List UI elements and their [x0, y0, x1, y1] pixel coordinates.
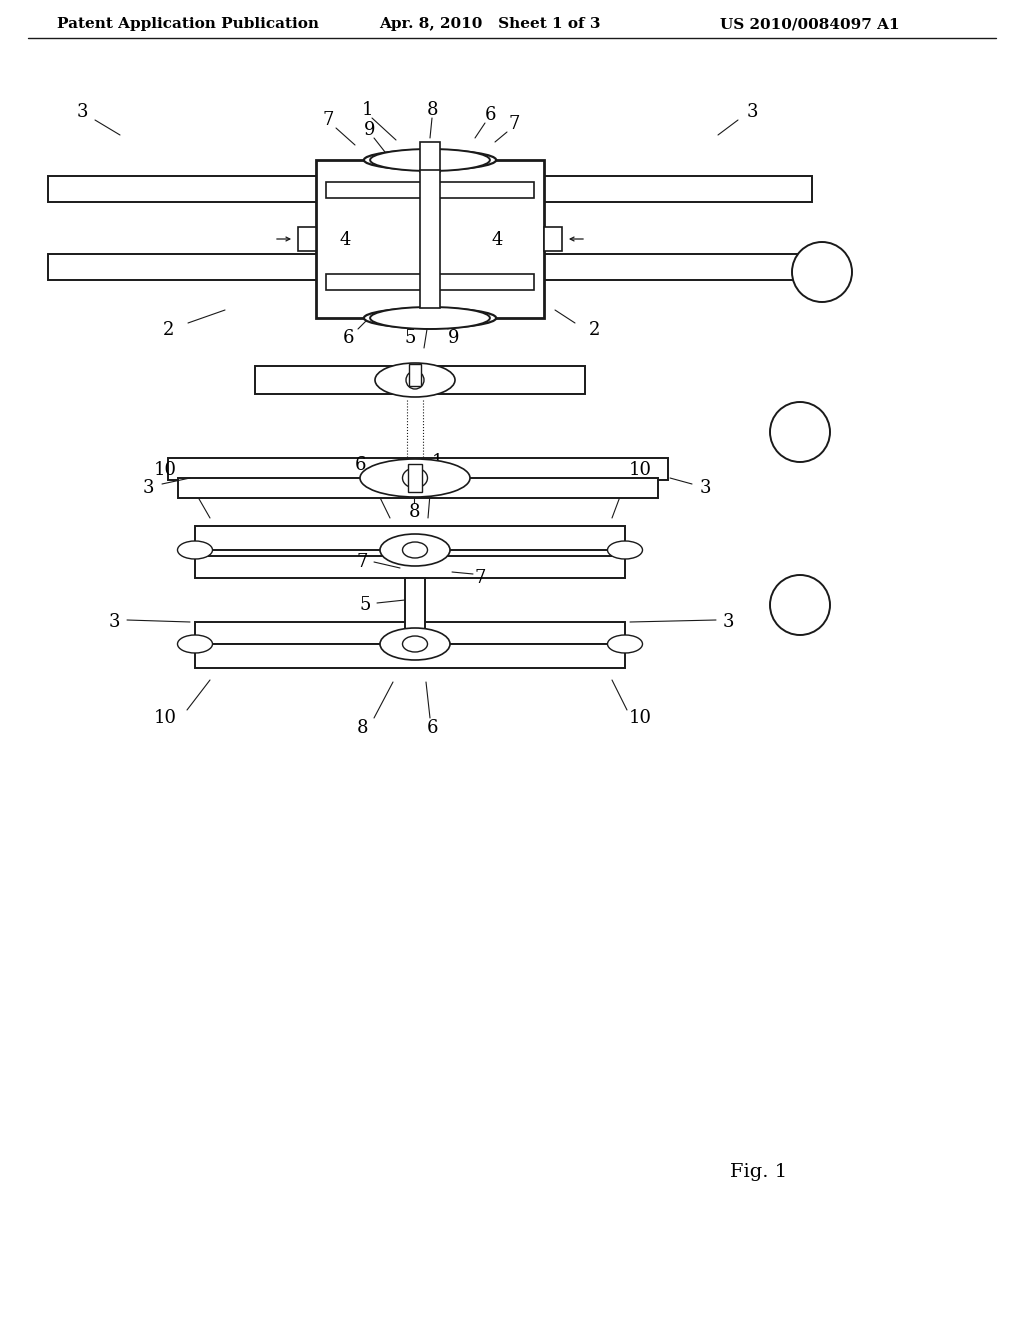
Text: 7: 7 [356, 553, 368, 572]
Text: 5: 5 [404, 329, 416, 347]
Text: 3: 3 [722, 612, 734, 631]
Text: 8: 8 [356, 719, 368, 737]
Text: 8: 8 [409, 503, 420, 521]
Text: 4: 4 [492, 231, 503, 249]
Bar [540, 176, 812, 202]
Text: 6: 6 [484, 106, 496, 124]
Bar [420, 143, 440, 172]
Ellipse shape [364, 308, 496, 327]
Circle shape [770, 576, 830, 635]
Bar [48, 253, 319, 280]
Text: 8: 8 [426, 102, 437, 119]
Text: 10: 10 [154, 709, 176, 727]
Text: 3: 3 [699, 479, 711, 498]
Ellipse shape [177, 635, 213, 653]
Bar [195, 556, 625, 578]
Bar [406, 578, 425, 644]
Bar [178, 478, 658, 498]
Text: 5: 5 [359, 597, 371, 614]
Text: Patent Application Publication: Patent Application Publication [57, 17, 319, 30]
Bar [316, 160, 544, 318]
Text: 7: 7 [323, 111, 334, 129]
Text: 6: 6 [426, 719, 437, 737]
Text: 9: 9 [449, 329, 460, 347]
Bar [195, 644, 625, 668]
Ellipse shape [360, 459, 470, 498]
Bar [326, 182, 534, 198]
Ellipse shape [370, 149, 489, 172]
Text: 3: 3 [109, 612, 120, 631]
Bar [195, 525, 625, 550]
Text: 10: 10 [629, 709, 651, 727]
Text: b: b [794, 595, 807, 615]
Text: a: a [816, 263, 828, 281]
Text: Apr. 8, 2010   Sheet 1 of 3: Apr. 8, 2010 Sheet 1 of 3 [379, 17, 601, 30]
Text: 3: 3 [76, 103, 88, 121]
Bar [409, 364, 421, 385]
Ellipse shape [380, 628, 450, 660]
Bar [255, 366, 585, 393]
Text: 9: 9 [365, 121, 376, 139]
Bar [298, 227, 316, 251]
Bar [544, 227, 562, 251]
Text: 4: 4 [339, 231, 350, 249]
Bar [540, 253, 812, 280]
Ellipse shape [364, 150, 496, 170]
Bar [420, 170, 440, 308]
Bar [408, 465, 422, 492]
Text: 1: 1 [432, 453, 443, 471]
Text: 10: 10 [629, 461, 651, 479]
Text: 2: 2 [590, 321, 601, 339]
Ellipse shape [406, 371, 424, 389]
Text: 2: 2 [163, 321, 174, 339]
Ellipse shape [607, 541, 642, 558]
Bar [48, 176, 319, 202]
Text: 3: 3 [142, 479, 154, 498]
Ellipse shape [402, 543, 427, 558]
Circle shape [792, 242, 852, 302]
Text: US 2010/0084097 A1: US 2010/0084097 A1 [720, 17, 900, 30]
Text: 10: 10 [154, 461, 176, 479]
Text: 7: 7 [508, 115, 520, 133]
Ellipse shape [177, 541, 213, 558]
Text: 6: 6 [342, 329, 353, 347]
Circle shape [770, 403, 830, 462]
Text: 6: 6 [354, 455, 366, 474]
Ellipse shape [402, 636, 427, 652]
Text: Fig. 1: Fig. 1 [730, 1163, 787, 1181]
Ellipse shape [402, 469, 427, 488]
Text: 1: 1 [361, 102, 373, 119]
Bar [195, 622, 625, 644]
Text: 7: 7 [474, 569, 485, 587]
Text: 1: 1 [426, 306, 437, 323]
Ellipse shape [370, 308, 489, 329]
Bar [168, 458, 668, 480]
Ellipse shape [380, 535, 450, 566]
Text: 3: 3 [746, 103, 758, 121]
Ellipse shape [375, 363, 455, 397]
Text: c: c [795, 422, 806, 441]
Ellipse shape [607, 635, 642, 653]
Bar [326, 275, 534, 290]
